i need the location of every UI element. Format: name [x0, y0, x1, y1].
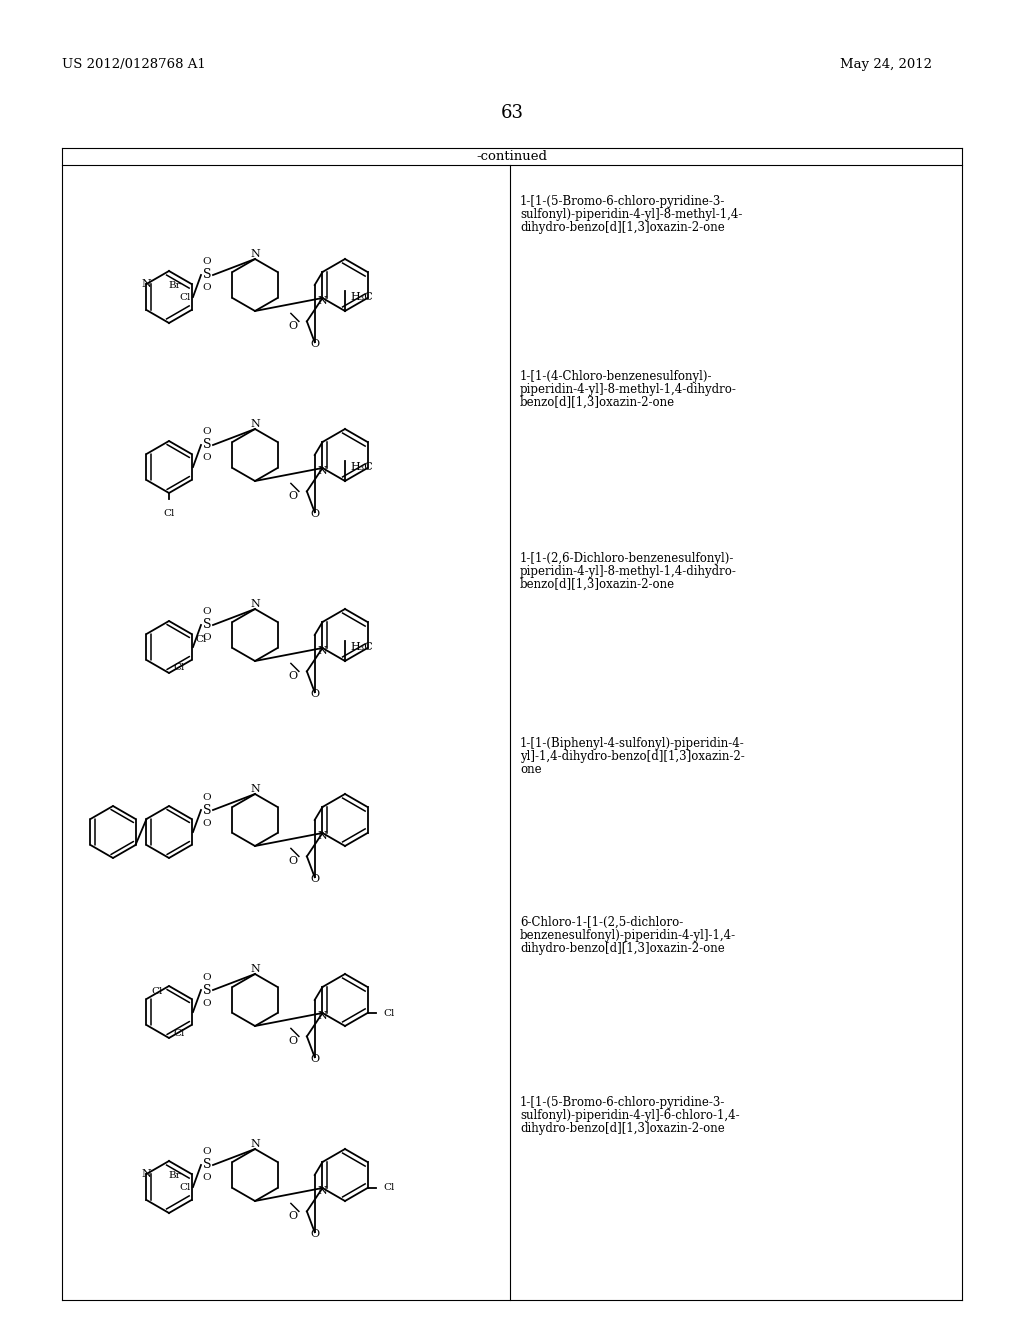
Text: S: S	[203, 619, 211, 631]
Text: S: S	[203, 804, 211, 817]
Text: O: O	[310, 1055, 319, 1064]
Text: benzo[d][1,3]oxazin-2-one: benzo[d][1,3]oxazin-2-one	[520, 396, 675, 409]
Text: O: O	[203, 998, 211, 1007]
Text: N: N	[317, 832, 328, 841]
Text: 1-[1-(5-Bromo-6-chloro-pyridine-3-: 1-[1-(5-Bromo-6-chloro-pyridine-3-	[520, 195, 725, 209]
Text: piperidin-4-yl]-8-methyl-1,4-dihydro-: piperidin-4-yl]-8-methyl-1,4-dihydro-	[520, 565, 737, 578]
Text: Cl: Cl	[180, 293, 191, 302]
Text: Cl: Cl	[173, 664, 184, 672]
Text: O: O	[203, 634, 211, 643]
Text: O: O	[289, 857, 297, 866]
Text: O: O	[203, 1147, 211, 1156]
Text: N: N	[317, 466, 328, 477]
Text: N: N	[317, 645, 328, 656]
Text: S: S	[203, 438, 211, 451]
Text: O: O	[203, 454, 211, 462]
Text: N: N	[317, 1011, 328, 1020]
Text: S: S	[203, 983, 211, 997]
Text: O: O	[203, 284, 211, 293]
Text: N: N	[250, 599, 260, 609]
Text: 1-[1-(2,6-Dichloro-benzenesulfonyl)-: 1-[1-(2,6-Dichloro-benzenesulfonyl)-	[520, 552, 734, 565]
Text: 1-[1-(5-Bromo-6-chloro-pyridine-3-: 1-[1-(5-Bromo-6-chloro-pyridine-3-	[520, 1096, 725, 1109]
Text: one: one	[520, 763, 542, 776]
Text: O: O	[203, 607, 211, 616]
Text: S: S	[203, 1159, 211, 1172]
Text: 63: 63	[501, 104, 523, 121]
Text: S: S	[203, 268, 211, 281]
Text: H₃C: H₃C	[350, 292, 373, 302]
Text: dihydro-benzo[d][1,3]oxazin-2-one: dihydro-benzo[d][1,3]oxazin-2-one	[520, 942, 725, 954]
Text: N: N	[141, 279, 152, 289]
Text: Cl: Cl	[163, 508, 175, 517]
Text: H₃C: H₃C	[350, 462, 373, 473]
Text: dihydro-benzo[d][1,3]oxazin-2-one: dihydro-benzo[d][1,3]oxazin-2-one	[520, 1122, 725, 1135]
Text: N: N	[250, 1139, 260, 1148]
Text: 6-Chloro-1-[1-(2,5-dichloro-: 6-Chloro-1-[1-(2,5-dichloro-	[520, 916, 683, 929]
Text: O: O	[310, 1229, 319, 1239]
Text: O: O	[203, 428, 211, 437]
Text: O: O	[289, 491, 297, 502]
Text: O: O	[289, 321, 297, 331]
Text: -continued: -continued	[476, 150, 548, 164]
Text: 1-[1-(Biphenyl-4-sulfonyl)-piperidin-4-: 1-[1-(Biphenyl-4-sulfonyl)-piperidin-4-	[520, 737, 744, 750]
Text: Cl: Cl	[152, 986, 163, 995]
Text: N: N	[317, 1185, 328, 1196]
Text: piperidin-4-yl]-8-methyl-1,4-dihydro-: piperidin-4-yl]-8-methyl-1,4-dihydro-	[520, 383, 737, 396]
Text: sulfonyl)-piperidin-4-yl]-8-methyl-1,4-: sulfonyl)-piperidin-4-yl]-8-methyl-1,4-	[520, 209, 742, 220]
Text: Br: Br	[169, 1171, 181, 1180]
Text: benzenesulfonyl)-piperidin-4-yl]-1,4-: benzenesulfonyl)-piperidin-4-yl]-1,4-	[520, 929, 736, 942]
Text: 1-[1-(4-Chloro-benzenesulfonyl)-: 1-[1-(4-Chloro-benzenesulfonyl)-	[520, 370, 713, 383]
Text: Cl: Cl	[173, 1028, 184, 1038]
Text: yl]-1,4-dihydro-benzo[d][1,3]oxazin-2-: yl]-1,4-dihydro-benzo[d][1,3]oxazin-2-	[520, 750, 744, 763]
Text: H₃C: H₃C	[350, 642, 373, 652]
Text: N: N	[250, 418, 260, 429]
Text: Cl: Cl	[196, 635, 207, 644]
Text: O: O	[203, 973, 211, 982]
Text: US 2012/0128768 A1: US 2012/0128768 A1	[62, 58, 206, 71]
Text: sulfonyl)-piperidin-4-yl]-6-chloro-1,4-: sulfonyl)-piperidin-4-yl]-6-chloro-1,4-	[520, 1109, 739, 1122]
Text: benzo[d][1,3]oxazin-2-one: benzo[d][1,3]oxazin-2-one	[520, 578, 675, 591]
Text: O: O	[203, 818, 211, 828]
Text: O: O	[310, 339, 319, 350]
Text: O: O	[289, 672, 297, 681]
Text: dihydro-benzo[d][1,3]oxazin-2-one: dihydro-benzo[d][1,3]oxazin-2-one	[520, 220, 725, 234]
Text: O: O	[289, 1036, 297, 1047]
Text: O: O	[203, 792, 211, 801]
Text: O: O	[203, 257, 211, 267]
Text: O: O	[310, 510, 319, 519]
Text: O: O	[310, 689, 319, 700]
Text: N: N	[250, 249, 260, 259]
Text: N: N	[317, 296, 328, 306]
Text: Cl: Cl	[384, 1008, 395, 1018]
Text: Br: Br	[169, 281, 181, 289]
Text: O: O	[310, 874, 319, 884]
Text: O: O	[203, 1173, 211, 1183]
Text: O: O	[289, 1212, 297, 1221]
Text: May 24, 2012: May 24, 2012	[840, 58, 932, 71]
Text: Cl: Cl	[180, 1184, 191, 1192]
Text: Cl: Cl	[384, 1184, 395, 1192]
Text: N: N	[250, 784, 260, 795]
Text: N: N	[141, 1170, 152, 1179]
Text: N: N	[250, 964, 260, 974]
